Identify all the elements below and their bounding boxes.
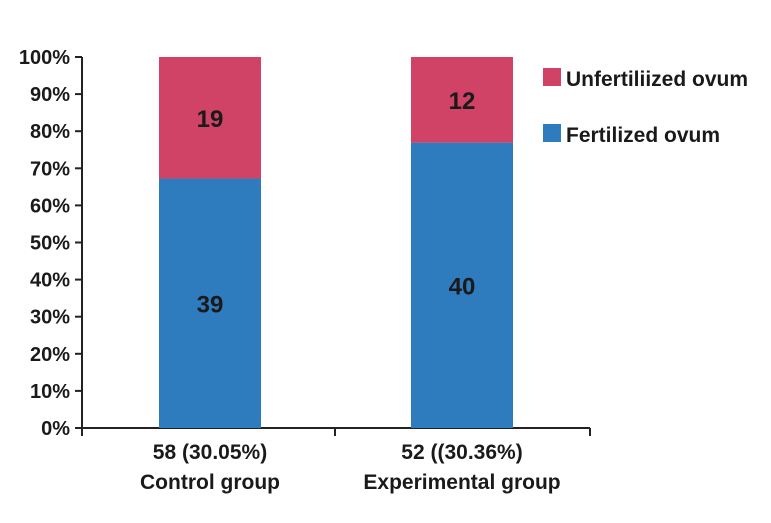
legend-label: Unfertiliized ovum	[566, 68, 748, 91]
data-label: 39	[197, 291, 224, 318]
bar-segment-unfertiliized-ovum	[411, 57, 513, 143]
y-tick-label: 30%	[30, 307, 70, 329]
y-tick-label: 90%	[30, 84, 70, 106]
bar-segment-fertilized-ovum	[411, 142, 513, 428]
legend-swatch	[543, 124, 561, 142]
y-axis: 0% 10% 20% 30% 40% 50% 60% 70% 80% 90% 100%	[19, 47, 83, 440]
bars	[159, 57, 513, 428]
data-label: 12	[449, 88, 476, 115]
y-tick-label: 50%	[30, 233, 70, 255]
bar-segment-unfertiliized-ovum	[159, 57, 261, 179]
y-tick-label: 80%	[30, 121, 70, 143]
bar-segment-fertilized-ovum	[159, 178, 261, 428]
legend: Unfertiliized ovum Fertilized ovum	[543, 68, 748, 147]
x-category-count-label: 52 ((30.36%)	[401, 441, 522, 464]
x-category-name-label: Experimental group	[363, 471, 560, 494]
y-tick-label: 40%	[30, 270, 70, 292]
x-category-count-label: 58 (30.05%)	[153, 441, 267, 464]
y-tick-label: 0%	[41, 418, 70, 440]
y-tick-label: 100%	[19, 47, 70, 69]
x-axis: 58 (30.05%) Control group 52 ((30.36%) Expe…	[81, 427, 591, 494]
y-tick-label: 20%	[30, 344, 70, 366]
data-label: 40	[449, 273, 476, 300]
y-tick-label: 60%	[30, 195, 70, 217]
data-labels: 39 19 40 12	[197, 88, 476, 318]
x-category-name-label: Control group	[140, 471, 280, 494]
y-tick-label: 10%	[30, 381, 70, 403]
legend-swatch	[543, 68, 561, 86]
y-tick-label: 70%	[30, 158, 70, 180]
legend-label: Fertilized ovum	[566, 124, 720, 147]
data-label: 19	[197, 106, 224, 133]
